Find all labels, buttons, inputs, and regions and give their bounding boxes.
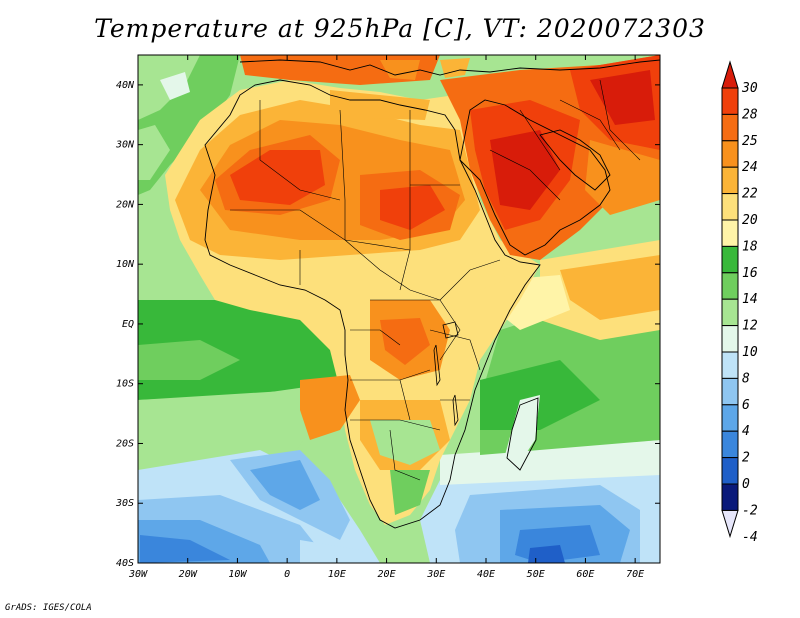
country-borders <box>230 79 641 481</box>
longitude-axis: 30W 20W 10W 0 10E 20E 30E 40E 50E 60E 70E <box>128 55 644 580</box>
temperature-map <box>138 55 660 563</box>
lon-tick-label: 40E <box>477 569 495 580</box>
colorbar-label: 8 <box>742 371 750 386</box>
grads-credit: GrADS: IGES/COLA <box>5 603 92 613</box>
lon-tick-label: 60E <box>576 569 594 580</box>
colorbar-swatch <box>721 457 739 485</box>
colorbar-label: 2 <box>742 451 750 466</box>
colorbar-label: 24 <box>742 160 758 175</box>
colorbar-swatch <box>721 325 739 353</box>
colorbar-label: -2 <box>742 503 758 518</box>
colorbar-swatch <box>721 404 739 432</box>
lon-tick-label: 10E <box>328 569 346 580</box>
lat-tick-label: 40N <box>116 80 135 91</box>
lat-tick-label: EQ <box>122 319 134 330</box>
colorbar-swatch <box>721 483 739 511</box>
colorbar-swatch <box>721 272 739 300</box>
colorbar-label: 20 <box>742 213 758 228</box>
colorbar-top-arrow <box>721 60 739 89</box>
colorbar-swatch <box>721 193 739 221</box>
lat-tick-label: 10N <box>116 259 135 270</box>
colorbar-swatch <box>721 219 739 247</box>
latitude-axis: 40N 30N 20N 10N EQ 10S 20S 30S 40S <box>115 80 660 569</box>
map-title: Temperature at 925hPa [C], VT: 202007230… <box>94 14 706 43</box>
colorbar-swatch <box>721 351 739 379</box>
colorbar-bottom-arrow <box>721 509 739 539</box>
coastline-outline <box>204 59 660 529</box>
lat-tick-label: 10S <box>116 379 134 390</box>
colorbar-swatch <box>721 245 739 274</box>
colorbar-label: 0 <box>742 477 750 492</box>
colorbar-label: 6 <box>742 398 750 413</box>
lat-tick-label: 30S <box>115 498 134 509</box>
colorbar-label: 28 <box>742 107 758 122</box>
colorbar-swatch <box>721 113 739 142</box>
colorbar-label: 30 <box>741 81 758 96</box>
colorbar-label: 4 <box>742 424 750 439</box>
colorbar-swatch <box>721 430 739 459</box>
colorbar-label: 12 <box>742 319 758 334</box>
lat-tick-label: 20S <box>116 438 134 449</box>
colorbar-label: -4 <box>742 530 758 545</box>
lon-tick-label: 30W <box>128 569 148 580</box>
lon-tick-label: 20W <box>179 569 198 580</box>
colorbar-swatch <box>721 166 739 195</box>
lat-tick-label: 20N <box>116 199 135 210</box>
colorbar-label: 10 <box>742 345 758 360</box>
lon-tick-label: 70E <box>626 569 644 580</box>
colorbar-label: 14 <box>742 292 758 307</box>
lakes <box>433 321 459 427</box>
lat-tick-label: 30N <box>115 140 135 151</box>
lon-tick-label: 20E <box>378 569 396 580</box>
lon-tick-label: 0 <box>284 569 290 580</box>
colorbar-label: 22 <box>742 187 758 202</box>
colorbar-swatch <box>721 87 739 115</box>
lat-tick-label: 40S <box>116 558 134 569</box>
lon-tick-label: 50E <box>527 569 545 580</box>
map-frame <box>137 54 661 564</box>
lon-tick-label: 30E <box>426 569 445 580</box>
colorbar-swatch <box>721 298 739 327</box>
colorbar-label: 25 <box>742 134 758 149</box>
colorbar-label: 16 <box>742 266 758 281</box>
colorbar-label: 18 <box>742 239 758 254</box>
lon-tick-label: 10W <box>228 569 247 580</box>
colorbar-swatch <box>721 377 739 406</box>
colorbar-swatch <box>721 140 739 168</box>
